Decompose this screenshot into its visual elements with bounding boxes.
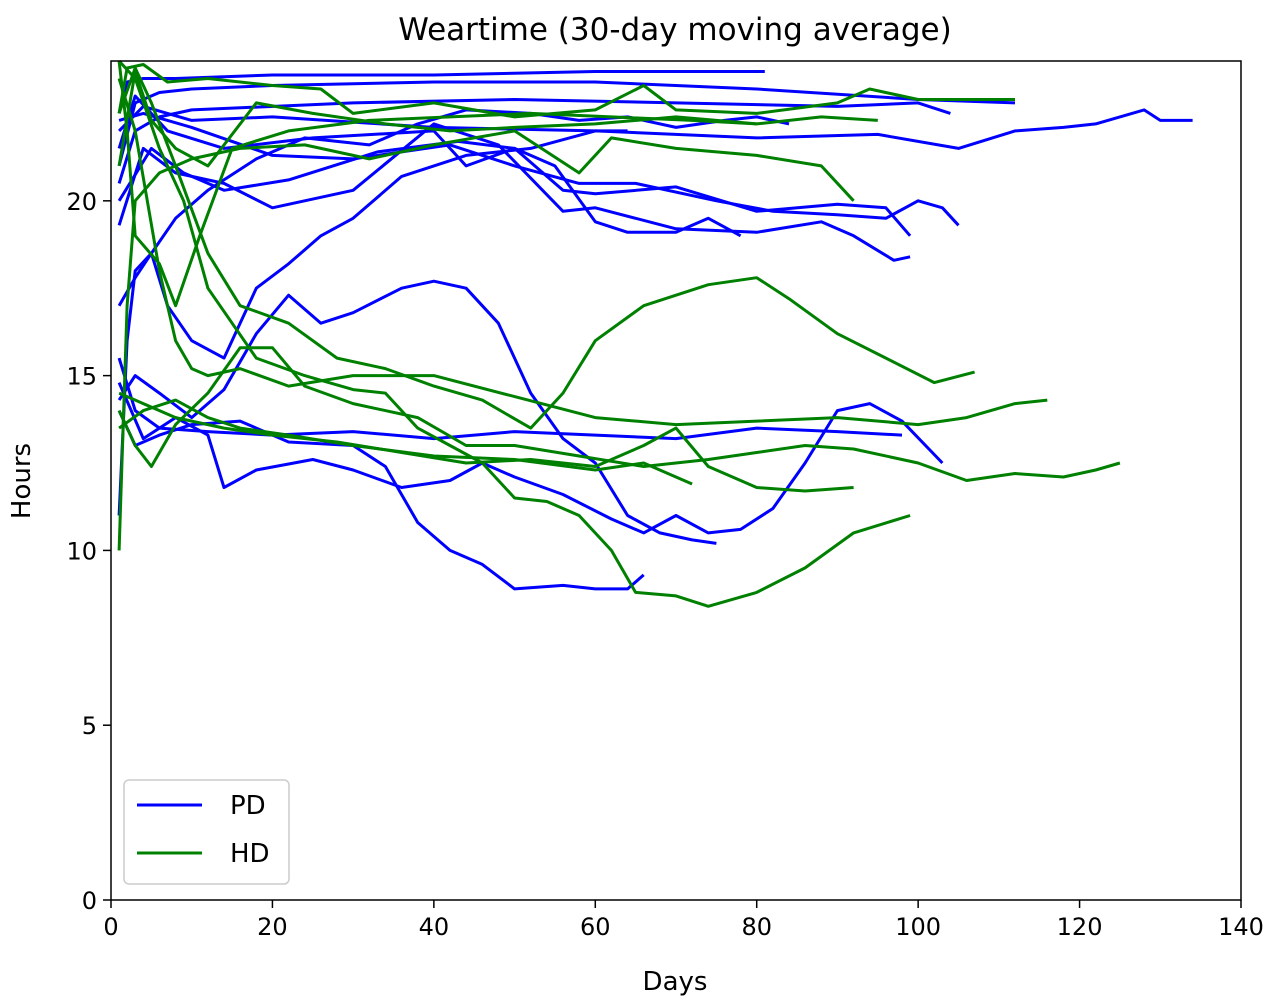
series-line-pd-5: [118, 111, 960, 227]
x-tick-label: 120: [1057, 913, 1103, 941]
y-tick-label: 10: [66, 537, 97, 565]
legend-label-pd: PD: [230, 791, 266, 821]
series-line-pd-13: [117, 357, 903, 441]
x-tick-label: 80: [741, 913, 772, 941]
series-line-hd-14: [117, 63, 1015, 119]
x-tick-label: 40: [419, 913, 450, 941]
series-line-pd-9: [117, 129, 628, 516]
series-line-pd-0: [117, 70, 765, 114]
series-line-pd-10: [117, 279, 717, 545]
series-line-hd-22: [118, 398, 693, 486]
series-lines: [117, 59, 1193, 608]
x-tick-label: 140: [1218, 913, 1264, 941]
x-axis-label: Days: [643, 967, 708, 997]
x-tick-label: 60: [580, 913, 611, 941]
plot-frame: [110, 60, 1242, 901]
x-tick-label: 0: [103, 913, 118, 941]
legend-label-hd: HD: [230, 839, 270, 869]
series-line-pd-6: [117, 122, 911, 262]
y-tick-label: 0: [82, 887, 97, 915]
y-axis-ticks: 0 5 10 15 20: [66, 188, 111, 915]
legend: PD HD: [123, 779, 290, 885]
series-line-hd-19: [117, 66, 975, 430]
chart-title: Weartime (30-day moving average): [398, 12, 951, 48]
series-line-hd-18: [117, 78, 1048, 427]
series-line-hd-16: [117, 129, 855, 551]
series-line-hd-17: [117, 60, 757, 308]
series-line-hd-21: [117, 346, 1121, 482]
series-line-pd-12: [117, 409, 645, 591]
series-line-pd-2: [117, 98, 951, 184]
series-line-pd-1: [117, 80, 1016, 167]
x-tick-label: 100: [895, 913, 941, 941]
series-line-hd-23: [118, 391, 854, 493]
x-axis-ticks: 0 20 40 60 80 100 120 140: [103, 900, 1264, 941]
y-tick-label: 15: [66, 363, 97, 391]
series-line-pd-7: [117, 139, 742, 238]
y-axis-label: Hours: [7, 443, 37, 519]
series-line-pd-8: [117, 108, 790, 307]
x-tick-label: 20: [257, 913, 288, 941]
series-line-pd-11: [117, 382, 944, 535]
y-tick-label: 5: [82, 712, 97, 740]
series-line-pd-3: [118, 104, 1193, 150]
y-tick-label: 20: [66, 188, 97, 216]
